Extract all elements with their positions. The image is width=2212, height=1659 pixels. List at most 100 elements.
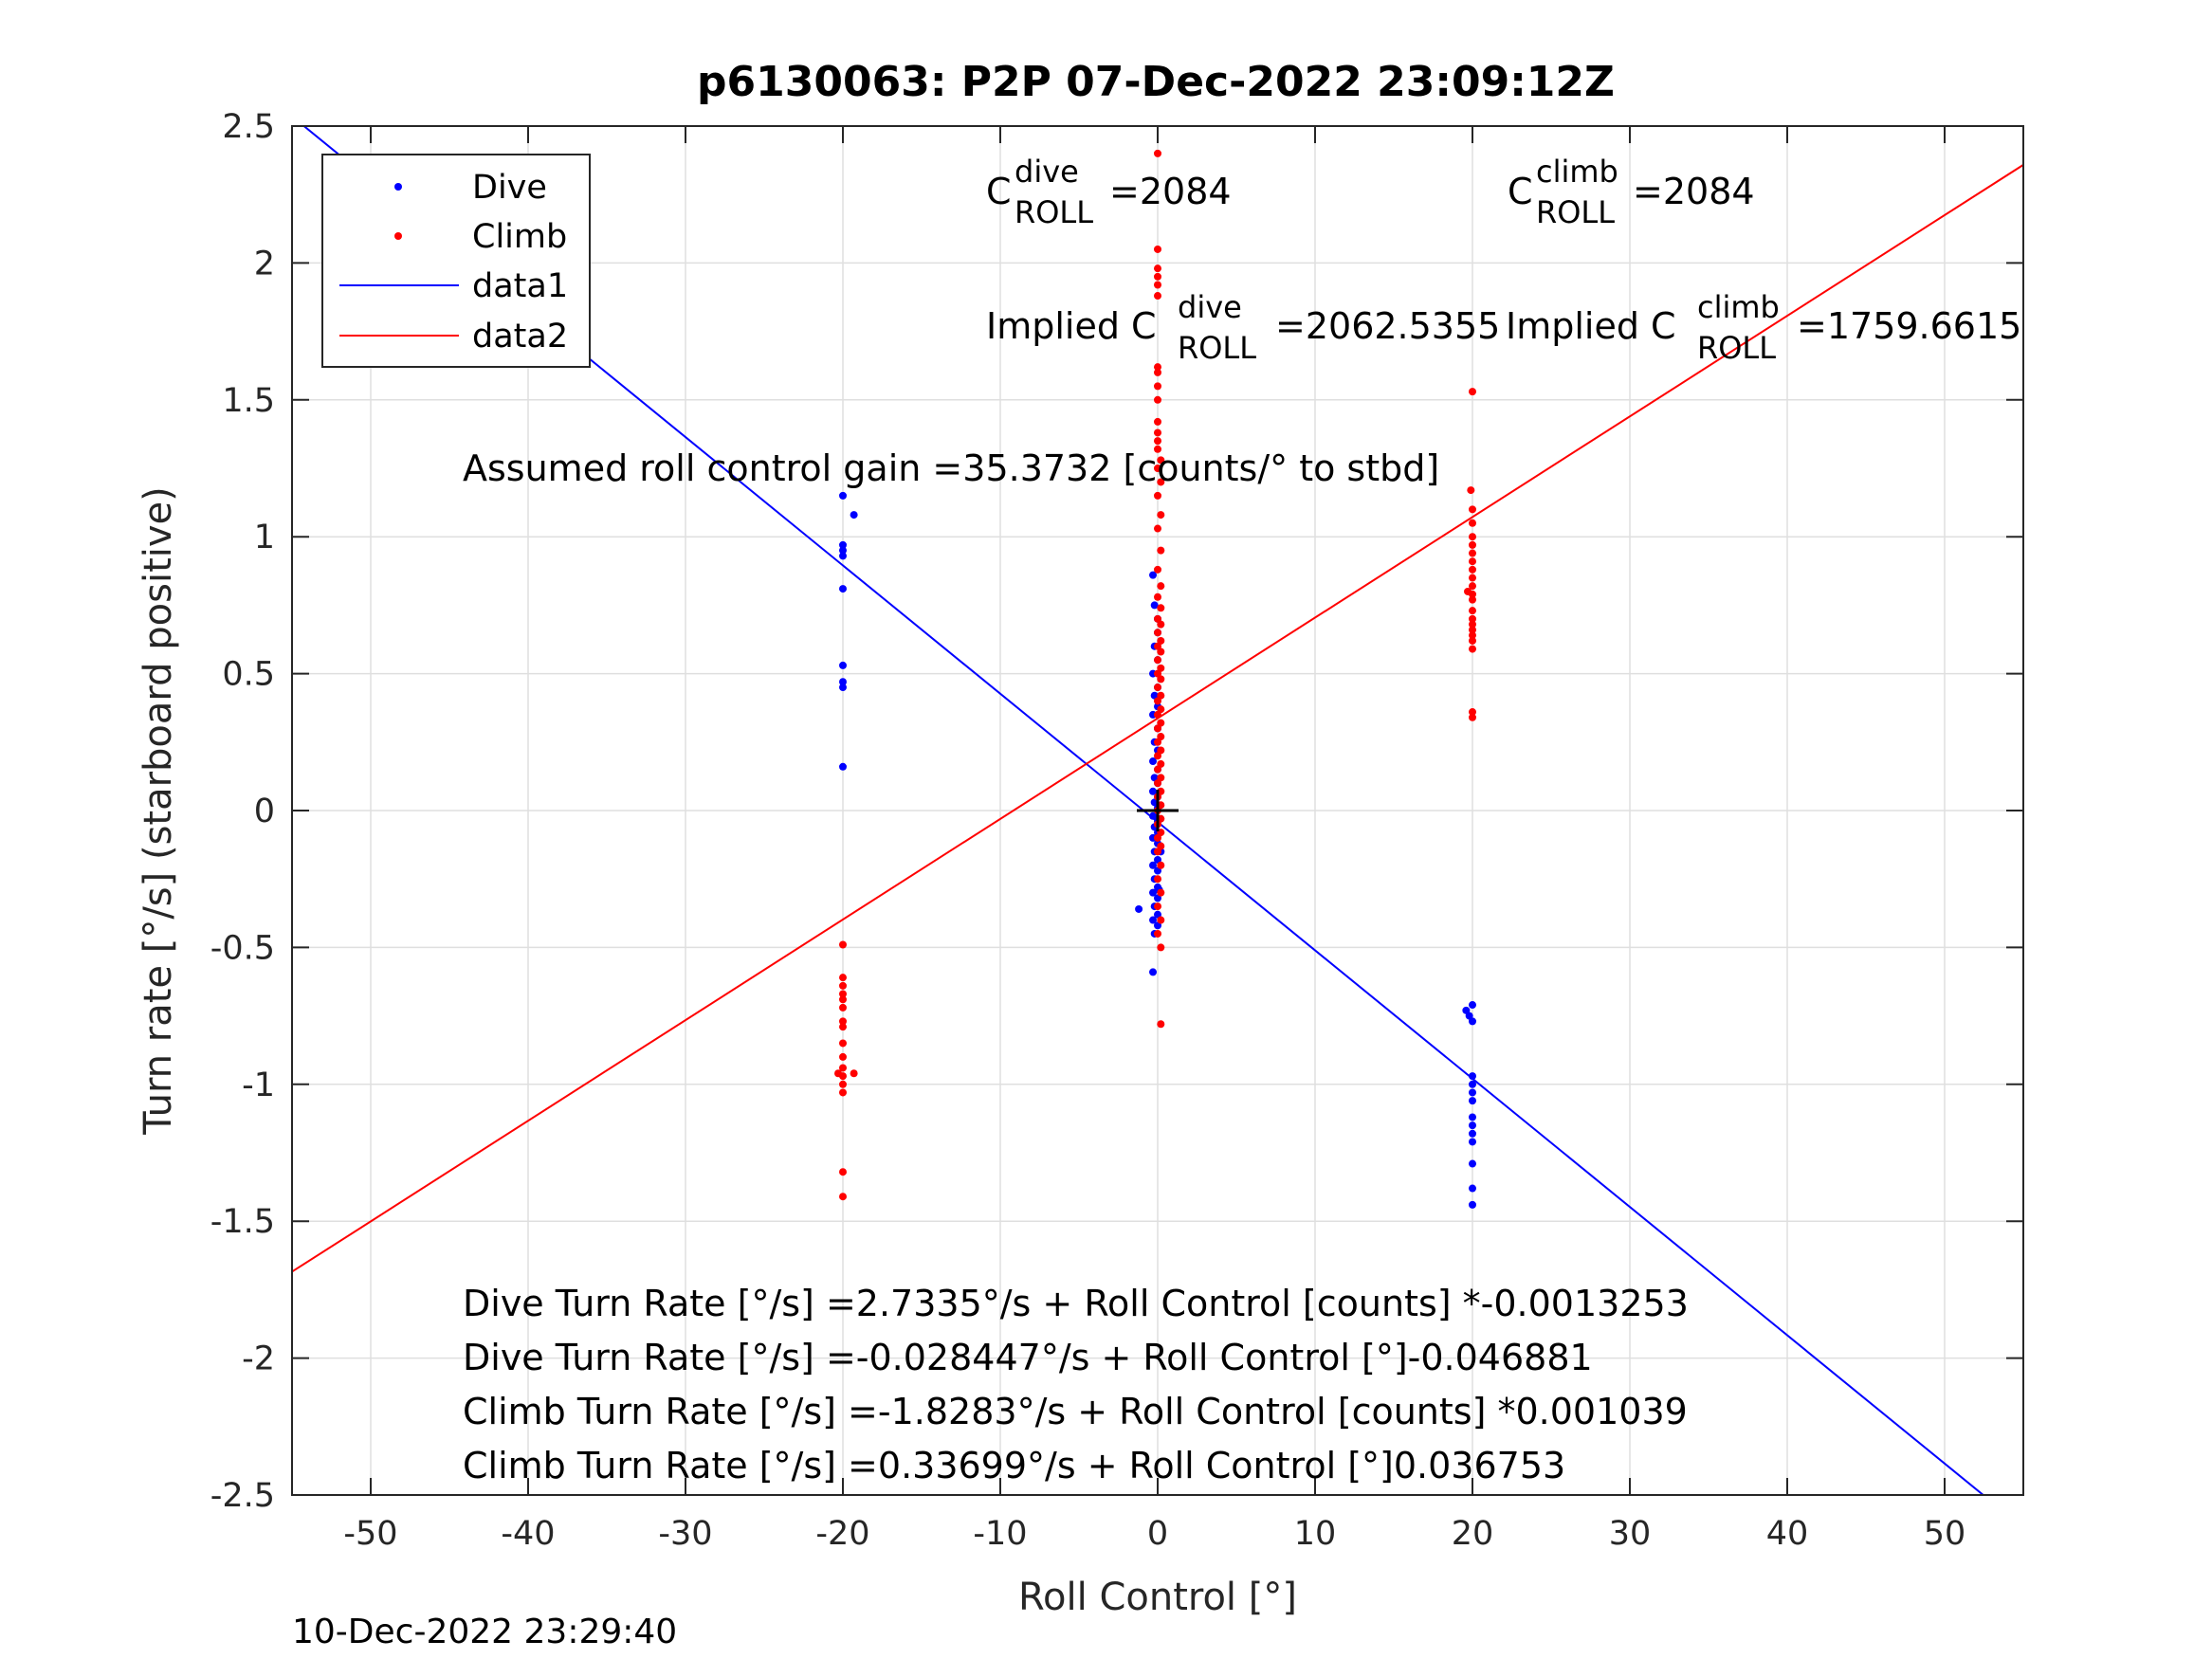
point-climb	[1157, 620, 1165, 629]
point-dive	[1149, 968, 1158, 976]
y-tick-labels: 2.5 2 1.5 1 0.5 0 -0.5 -1 -1.5 -2 -2.5	[210, 108, 275, 1515]
point-climb	[1469, 713, 1476, 721]
point-dive	[1150, 774, 1159, 782]
point-dive	[1465, 1012, 1473, 1020]
legend-box	[321, 154, 591, 368]
point-dive	[1469, 1184, 1476, 1193]
point-climb	[1157, 943, 1165, 952]
y-tick-label: 2.5	[222, 108, 275, 146]
point-climb	[839, 1168, 847, 1176]
point-dive	[839, 678, 847, 686]
point-dive	[1135, 904, 1143, 913]
point-dive	[839, 546, 847, 555]
equation-dive-degrees: Dive Turn Rate [°/s] =-0.028447°/s + Rol…	[463, 1337, 1593, 1378]
point-climb	[1154, 465, 1161, 472]
point-climb	[839, 1088, 847, 1097]
point-climb	[1157, 511, 1165, 520]
point-dive	[1469, 1129, 1476, 1138]
point-dive	[1469, 1159, 1476, 1168]
point-climb	[1157, 842, 1165, 850]
c-roll-climb-sup: climb	[1536, 154, 1618, 190]
point-climb	[1469, 595, 1476, 604]
point-climb	[1157, 888, 1165, 897]
point-climb	[1157, 759, 1165, 768]
point-climb	[839, 1017, 847, 1026]
point-climb	[1154, 629, 1161, 637]
x-tick-label: -40	[501, 1515, 555, 1553]
point-climb	[1157, 647, 1165, 656]
point-climb	[1154, 437, 1161, 446]
point-climb	[1469, 620, 1476, 629]
x-tick-label: 30	[1609, 1515, 1652, 1553]
legend-climb-marker	[394, 232, 402, 240]
x-tick-label: 20	[1452, 1515, 1494, 1553]
point-dive	[839, 552, 847, 560]
point-climb	[1157, 719, 1165, 727]
timestamp: 10-Dec-2022 23:29:40	[292, 1613, 677, 1651]
point-climb	[1157, 478, 1165, 486]
point-dive	[1149, 571, 1158, 579]
c-roll-dive-sup: dive	[1015, 154, 1079, 190]
point-dive	[1469, 1200, 1476, 1209]
point-dive	[1469, 1113, 1476, 1121]
x-tick-label: -10	[973, 1515, 1027, 1553]
legend-dive-label: Dive	[472, 169, 547, 207]
x-tick-label: -30	[658, 1515, 712, 1553]
point-climb	[1469, 645, 1476, 653]
point-climb	[1154, 752, 1161, 760]
point-climb	[834, 1069, 843, 1078]
x-tick-label: -50	[343, 1515, 397, 1553]
x-tick-label: 0	[1147, 1515, 1168, 1553]
c-roll-dive-sub: ROLL	[1015, 194, 1093, 230]
x-axis-label: Roll Control [°]	[1018, 1576, 1297, 1619]
point-climb	[1154, 382, 1161, 391]
point-climb	[839, 1064, 847, 1072]
y-axis-label: Turn rate [°/s] (starboard positive)	[137, 486, 180, 1136]
point-climb	[1469, 565, 1476, 574]
c-roll-climb-sub: ROLL	[1536, 194, 1615, 230]
point-dive	[1469, 1017, 1476, 1026]
point-climb	[839, 1039, 847, 1048]
point-climb	[1154, 245, 1161, 253]
implied-climb-sup: climb	[1697, 289, 1780, 325]
equation-climb-degrees: Climb Turn Rate [°/s] =0.33699°/s + Roll…	[463, 1445, 1565, 1486]
point-dive	[1154, 855, 1161, 864]
point-dive	[1462, 1006, 1471, 1014]
implied-dive-sub: ROLL	[1178, 330, 1256, 366]
point-dive	[1469, 1121, 1476, 1130]
c-roll-dive-base: C	[986, 171, 1012, 212]
point-dive	[1469, 1080, 1476, 1088]
y-tick-label: -0.5	[210, 929, 275, 967]
c-roll-climb-annotation: C climb ROLL =2084	[1508, 154, 1755, 230]
point-climb	[1154, 833, 1161, 842]
point-dive	[1154, 866, 1161, 875]
point-climb	[1154, 724, 1161, 733]
point-climb	[1154, 738, 1161, 746]
point-dive	[1154, 921, 1161, 930]
point-climb	[1154, 292, 1161, 301]
point-climb	[1469, 533, 1476, 541]
point-dive	[839, 684, 847, 692]
point-dive	[1154, 894, 1161, 902]
point-dive	[1149, 916, 1158, 924]
point-dive	[839, 540, 847, 549]
c-roll-climb-base: C	[1508, 171, 1533, 212]
point-climb	[1469, 519, 1476, 527]
implied-climb-value: =1759.6615	[1797, 305, 2021, 347]
origin-cross-marker	[1137, 790, 1179, 831]
point-dive	[1469, 1001, 1476, 1010]
point-dive	[1149, 861, 1158, 869]
point-climb	[1157, 746, 1165, 755]
c-roll-dive-value: =2084	[1109, 171, 1232, 212]
point-climb	[839, 1080, 847, 1088]
point-dive	[839, 762, 847, 771]
point-climb	[850, 1069, 858, 1078]
implied-climb-sub: ROLL	[1697, 330, 1776, 366]
x-tick-label: -20	[815, 1515, 869, 1553]
point-climb	[1154, 565, 1161, 574]
point-climb	[1469, 708, 1476, 717]
x-tick-labels: -50 -40 -30 -20 -10 0 10 20 30 40 50	[343, 1515, 1965, 1553]
point-climb	[1154, 445, 1161, 453]
y-tick-label: 2	[254, 245, 275, 283]
y-tick-label: 0.5	[222, 656, 275, 694]
